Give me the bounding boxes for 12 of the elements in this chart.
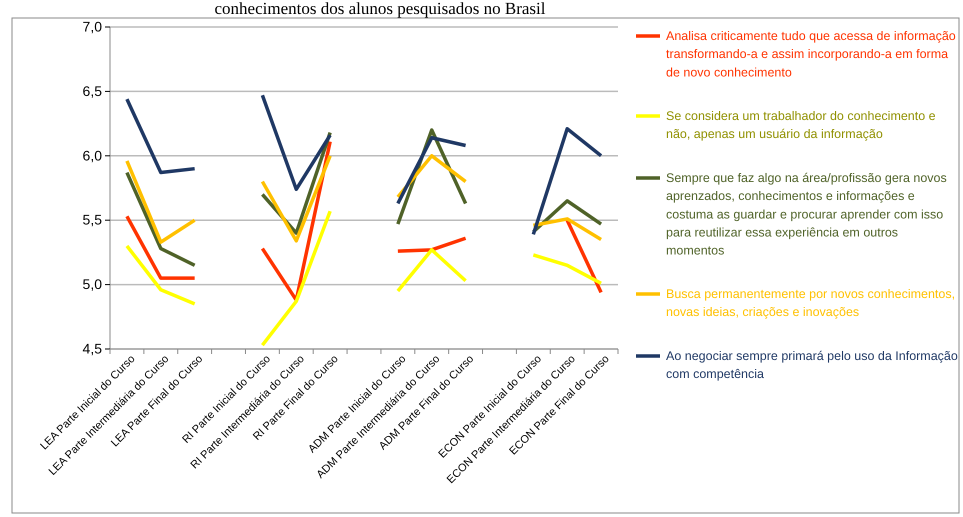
y-tick-label: 5,5 <box>82 212 102 228</box>
chart-title: conhecimentos dos alunos pesquisados no Brasil <box>214 0 546 18</box>
legend-label: Ao negociar sempre primará pelo uso da Informação com competência <box>666 349 958 382</box>
y-tick-label: 6,0 <box>82 147 102 164</box>
y-tick-label: 6,5 <box>82 82 102 99</box>
y-tick-label: 5,0 <box>82 276 102 292</box>
y-tick-label: 4,5 <box>82 340 102 356</box>
legend-label: Sempre que faz algo na área/profissão gera novos aprenzados, conhecimentos e informações e costuma as guardar e procurar aprender com isso para reutilizar essa experiência em outros momentos <box>666 171 947 258</box>
legend-label: Analisa criticamente tudo que acessa de informação transformando-a e assim incorporando-a em forma de novo conhecimento <box>666 29 956 80</box>
y-tick-label: 7,0 <box>82 18 102 34</box>
legend-label: Se considera um trabalhador do conhecimento e não, apenas um usuário da informação <box>666 109 936 142</box>
legend-label: Busca permanentemente por novos conhecimentos, novas ideias, criações e inovações <box>666 287 956 320</box>
